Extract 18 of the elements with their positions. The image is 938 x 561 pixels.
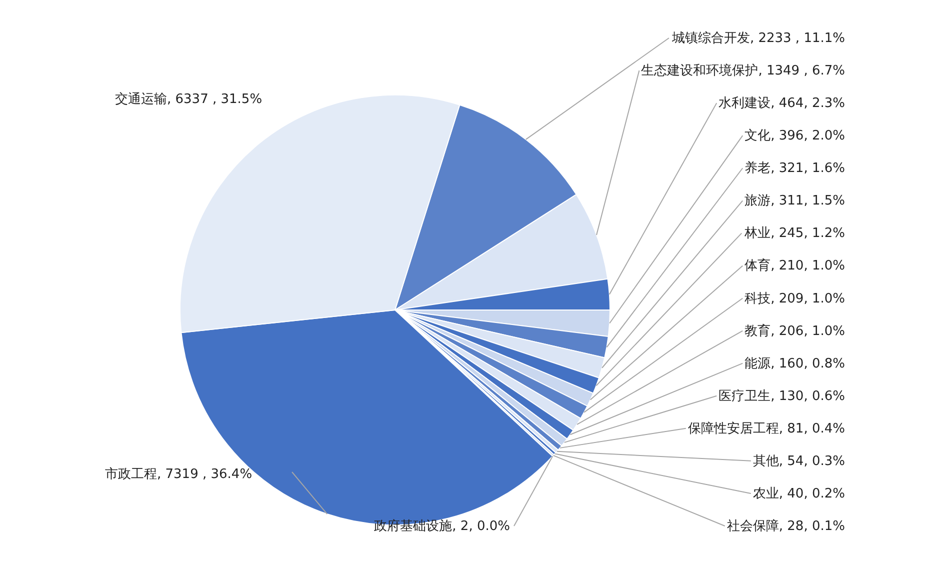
slice-label: 能源, 160, 0.8% [744, 356, 845, 372]
slice-label: 养老, 321, 1.6% [744, 160, 845, 176]
slice-label: 体育, 210, 1.0% [744, 258, 845, 274]
slice-label: 文化, 396, 2.0% [744, 128, 845, 144]
slice-label: 城镇综合开发, 2233 , 11.1% [670, 31, 845, 46]
slice-label: 科技, 209, 1.0% [744, 291, 845, 306]
slice-label: 林业, 245, 1.2% [744, 226, 845, 242]
slice-label: 市政工程, 7319 , 36.4% [105, 467, 252, 482]
slice-label: 交通运输, 6337 , 31.5% [115, 91, 262, 107]
slice-label: 生态建设和环境保护, 1349 , 6.7% [641, 62, 845, 79]
slice-label: 医疗卫生, 130, 0.6% [718, 388, 845, 404]
slice-label: 教育, 206, 1.0% [744, 322, 845, 339]
slice-label: 农业, 40, 0.2% [752, 486, 845, 502]
slice-label: 保障性安居工程, 81, 0.4% [688, 420, 845, 436]
slice-label: 旅游, 311, 1.5% [744, 194, 845, 209]
slice-label: 其他, 54, 0.3% [752, 454, 845, 469]
slice-label: 水利建设, 464, 2.3% [718, 96, 845, 112]
slice-label: 社会保障, 28, 0.1% [726, 519, 845, 534]
